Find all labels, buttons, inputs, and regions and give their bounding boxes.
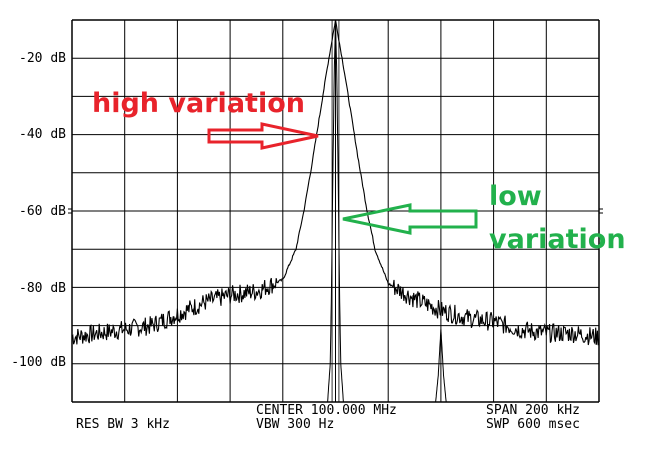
annotation-high-variation: high variation	[92, 88, 305, 119]
y-tick-label: -40 dB	[19, 127, 66, 142]
green-arrow	[342, 203, 478, 235]
series-line	[435, 329, 447, 403]
series-line	[327, 19, 344, 403]
plot-grid	[68, 19, 603, 403]
y-tick-label: -60 dB	[19, 204, 66, 219]
plot-traces	[71, 19, 600, 403]
red-arrow	[207, 122, 319, 150]
footer-vbw: VBW 300 Hz	[256, 417, 334, 432]
annotation-variation: variation	[489, 224, 626, 255]
y-tick-label: -100 dB	[11, 355, 66, 370]
series-line	[71, 19, 600, 346]
footer-center: CENTER 100.000 MHz	[256, 403, 397, 418]
y-tick-label: -20 dB	[19, 51, 66, 66]
footer-res-bw: RES BW 3 kHz	[76, 417, 170, 432]
footer-swp: SWP 600 msec	[486, 417, 580, 432]
annotation-low: low	[489, 181, 542, 212]
y-tick-label: -80 dB	[19, 281, 66, 296]
footer-span: SPAN 200 kHz	[486, 403, 580, 418]
